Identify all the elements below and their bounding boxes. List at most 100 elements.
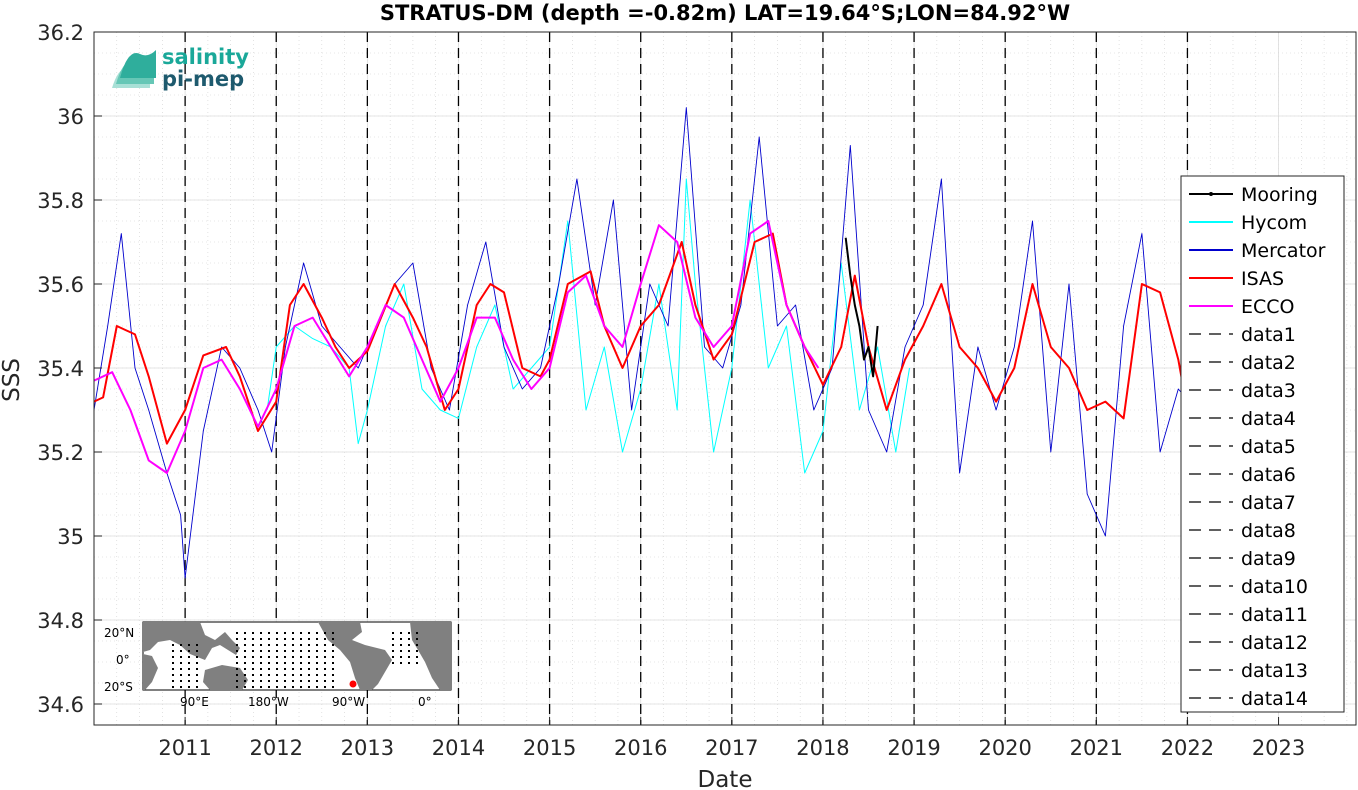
y-tick-label: 36.2	[37, 21, 84, 45]
legend-item-data2: data2	[1189, 352, 1296, 374]
mooring-dot	[400, 632, 402, 634]
mooring-dot	[400, 650, 402, 652]
mooring-dot	[196, 644, 198, 646]
mooring-dot	[276, 680, 278, 682]
mooring-dot	[308, 650, 310, 652]
mooring-dot	[400, 656, 402, 658]
mooring-dot	[316, 650, 318, 652]
mooring-dot	[172, 686, 174, 688]
mooring-dot	[196, 662, 198, 664]
legend-item-data9: data9	[1189, 548, 1296, 570]
legend-item-ecco: ECCO	[1189, 296, 1295, 318]
series-mooring	[844, 237, 879, 378]
y-tick-label: 35.8	[37, 189, 84, 213]
legend-item-mercator: Mercator	[1189, 240, 1326, 262]
mooring-dot	[300, 662, 302, 664]
mooring-dot	[236, 650, 238, 652]
mooring-dot	[284, 632, 286, 634]
legend-label: ISAS	[1241, 268, 1284, 290]
mooring-dot	[244, 656, 246, 658]
mooring-dot	[268, 668, 270, 670]
mooring-dot	[172, 650, 174, 652]
legend-item-hycom: Hycom	[1189, 212, 1307, 234]
mooring-dot	[300, 632, 302, 634]
mooring-dot	[268, 686, 270, 688]
mooring-dot	[268, 644, 270, 646]
mooring-dot	[308, 680, 310, 682]
mooring-dot	[292, 644, 294, 646]
map-land-europe-africa	[410, 622, 451, 690]
mooring-array-dots	[172, 632, 418, 688]
x-tick-label: 2020	[978, 736, 1031, 760]
mooring-dot	[268, 680, 270, 682]
mooring-dot	[324, 680, 326, 682]
mooring-dot	[284, 644, 286, 646]
mooring-dot	[172, 644, 174, 646]
mooring-dot	[324, 662, 326, 664]
mooring-dot	[244, 662, 246, 664]
mooring-dot	[284, 674, 286, 676]
mooring-dot	[260, 668, 262, 670]
legend-item-data10: data10	[1189, 576, 1308, 598]
mooring-dot	[196, 674, 198, 676]
chart-title: STRATUS-DM (depth =-0.82m) LAT=19.64°S;L…	[380, 1, 1070, 25]
mooring-dot	[180, 674, 182, 676]
logo-text-pimep: pi-mep	[162, 67, 244, 91]
mooring-dot	[408, 650, 410, 652]
mooring-dot	[260, 638, 262, 640]
mooring-dot	[416, 644, 418, 646]
legend-label: Mooring	[1241, 184, 1318, 206]
legend-item-data8: data8	[1189, 520, 1296, 542]
mooring-dot	[332, 674, 334, 676]
mooring-dot	[332, 668, 334, 670]
axis-ticks: 34.6 34.8 35 35.2 35.4 35.6 35.8 36 36.2 2011 2012…	[37, 21, 1305, 760]
mooring-dot	[292, 656, 294, 658]
mooring-dot	[180, 686, 182, 688]
mooring-dot	[276, 668, 278, 670]
legend-item-data11: data11	[1189, 604, 1308, 626]
mooring-dot	[332, 686, 334, 688]
mooring-dot	[392, 662, 394, 664]
mooring-dot	[252, 668, 254, 670]
mooring-dot	[252, 662, 254, 664]
map-lon-90e: 90°E	[180, 695, 209, 709]
mooring-dot	[392, 656, 394, 658]
mooring-dot	[276, 632, 278, 634]
grid	[94, 31, 1356, 725]
mooring-dot	[408, 644, 410, 646]
mooring-dot	[244, 674, 246, 676]
mooring-dot	[416, 632, 418, 634]
mooring-dot	[316, 668, 318, 670]
mooring-dot	[260, 644, 262, 646]
mooring-dot	[276, 686, 278, 688]
mooring-dot	[196, 650, 198, 652]
mooring-dot	[180, 662, 182, 664]
mooring-dot	[300, 686, 302, 688]
legend-label: ECCO	[1241, 296, 1295, 318]
mooring-dot	[172, 656, 174, 658]
mooring-dot	[324, 686, 326, 688]
map-land-americas	[318, 622, 392, 690]
mooring-dot	[188, 680, 190, 682]
mooring-dot	[252, 680, 254, 682]
mooring-dot	[244, 680, 246, 682]
y-tick-label: 34.8	[37, 609, 84, 633]
inset-map: 20°N 0° 20°S 90°E 180°W 90°W 0°	[104, 621, 452, 709]
mooring-dot	[324, 650, 326, 652]
mooring-dot	[180, 650, 182, 652]
legend-item-data4: data4	[1189, 408, 1296, 430]
legend-label: data1	[1241, 324, 1296, 346]
mooring-dot	[172, 674, 174, 676]
year-separators	[184, 32, 1189, 725]
mooring-dot	[292, 674, 294, 676]
mooring-dot	[300, 644, 302, 646]
mooring-dot	[332, 650, 334, 652]
map-land-australia	[203, 665, 248, 690]
mooring-dot	[244, 632, 246, 634]
mooring-dot	[252, 632, 254, 634]
series-mercator	[93, 107, 1197, 579]
mooring-dot	[332, 644, 334, 646]
mooring-dot	[236, 656, 238, 658]
mooring-dot	[392, 644, 394, 646]
mooring-dot	[292, 680, 294, 682]
